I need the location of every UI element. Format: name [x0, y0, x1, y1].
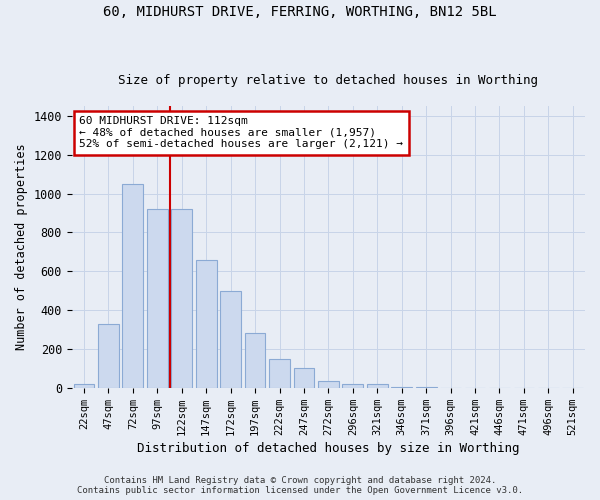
Bar	[391, 387, 412, 388]
Bar	[98, 324, 119, 388]
Bar	[172, 209, 192, 388]
Bar	[269, 358, 290, 388]
Y-axis label: Number of detached properties: Number of detached properties	[15, 144, 28, 350]
Bar	[196, 260, 217, 388]
X-axis label: Distribution of detached houses by size in Worthing: Distribution of detached houses by size …	[137, 442, 520, 455]
Bar	[74, 384, 94, 388]
Text: Contains HM Land Registry data © Crown copyright and database right 2024.
Contai: Contains HM Land Registry data © Crown c…	[77, 476, 523, 495]
Bar	[147, 209, 168, 388]
Text: 60, MIDHURST DRIVE, FERRING, WORTHING, BN12 5BL: 60, MIDHURST DRIVE, FERRING, WORTHING, B…	[103, 5, 497, 19]
Bar	[293, 368, 314, 388]
Bar	[122, 184, 143, 388]
Bar	[220, 290, 241, 388]
Text: 60 MIDHURST DRIVE: 112sqm
← 48% of detached houses are smaller (1,957)
52% of se: 60 MIDHURST DRIVE: 112sqm ← 48% of detac…	[79, 116, 403, 150]
Title: Size of property relative to detached houses in Worthing: Size of property relative to detached ho…	[118, 74, 538, 87]
Bar	[416, 387, 437, 388]
Bar	[367, 384, 388, 388]
Bar	[343, 384, 363, 388]
Bar	[318, 381, 339, 388]
Bar	[245, 334, 265, 388]
